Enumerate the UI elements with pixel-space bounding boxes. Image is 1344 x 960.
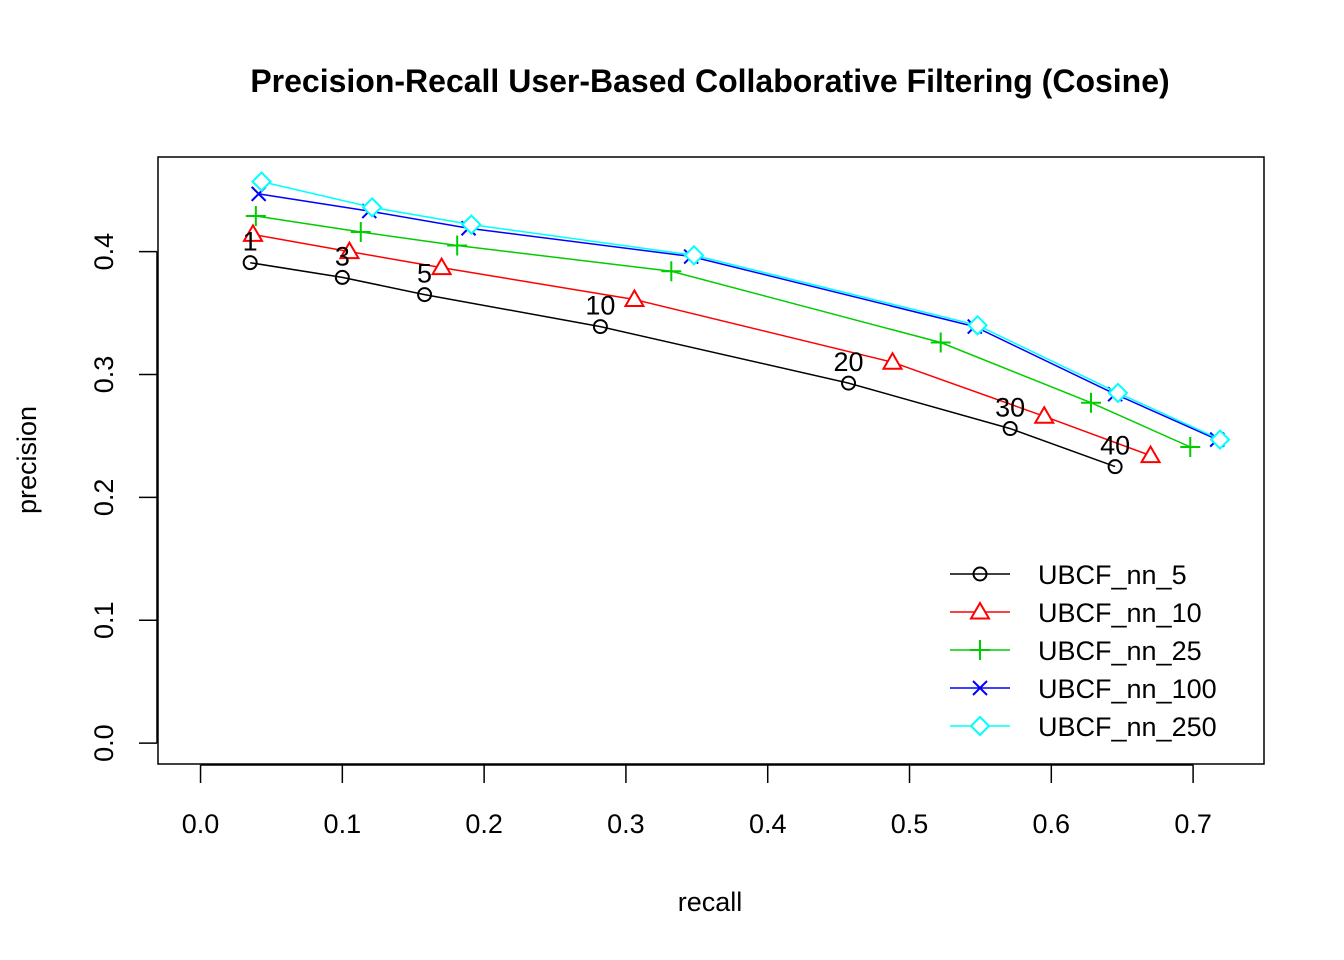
data-point: [967, 314, 988, 336]
plot-frame: [157, 156, 1265, 765]
legend-marker: [972, 566, 988, 582]
point-annotation: 40: [1100, 431, 1130, 461]
point-annotation: 20: [834, 347, 864, 377]
legend-label: UBCF_nn_10: [1038, 598, 1202, 628]
data-point: [623, 288, 646, 308]
y-tick-label: 0.1: [89, 601, 119, 639]
data-point: [460, 214, 482, 235]
data-point: [1209, 429, 1231, 451]
x-tick-label: 0.2: [465, 809, 503, 839]
y-tick-label: 0.0: [89, 724, 119, 762]
x-tick-label: 0.7: [1174, 809, 1212, 839]
x-axis: 0.0 0.1 0.2 0.3 0.4 0.5 0.6 0.7: [182, 764, 1212, 839]
x-axis-label: recall: [678, 887, 743, 917]
series-line: [261, 180, 1221, 441]
y-axis-label: precision: [12, 406, 42, 514]
data-point: [683, 244, 705, 266]
legend-marker: [969, 715, 991, 737]
data-point: [1002, 421, 1018, 437]
x-tick-label: 0.6: [1033, 809, 1071, 839]
chart-title: Precision-Recall User-Based Collaborativ…: [250, 63, 1169, 99]
data-point: [930, 332, 951, 353]
x-tick-label: 0.4: [749, 809, 787, 839]
data-point: [361, 196, 383, 218]
legend-marker: [970, 640, 990, 660]
legend-label: UBCF_nn_5: [1038, 560, 1187, 590]
series-line: [258, 193, 1218, 441]
y-axis: 0.0 0.1 0.2 0.3 0.4: [89, 233, 158, 762]
data-point: [350, 221, 371, 242]
legend-label: UBCF_nn_250: [1038, 712, 1217, 742]
data-point: [242, 255, 258, 271]
series-line: [255, 215, 1191, 448]
data-point: [1180, 436, 1201, 457]
point-annotation: 5: [417, 259, 432, 289]
legend-label: UBCF_nn_25: [1038, 636, 1202, 666]
data-point: [447, 235, 468, 256]
point-annotation: 3: [335, 241, 350, 271]
y-tick-label: 0.4: [89, 233, 119, 271]
data-point: [841, 375, 857, 391]
legend-entry: UBCF_nn_25: [950, 636, 1202, 666]
data-point: [334, 269, 350, 285]
data-point: [430, 256, 453, 276]
legend-entry: UBCF_nn_10: [950, 598, 1202, 628]
data-point: [338, 240, 361, 260]
x-tick-label: 0.3: [607, 809, 645, 839]
data-point: [661, 261, 682, 282]
series-UBCF_nn_10: [242, 223, 1162, 464]
legend-entry: UBCF_nn_5: [950, 560, 1187, 590]
data-point: [417, 287, 433, 303]
x-tick-label: 0.0: [182, 809, 220, 839]
point-annotation: 1: [243, 227, 258, 257]
series-UBCF_nn_250: [251, 171, 1231, 451]
x-tick-label: 0.5: [891, 809, 929, 839]
point-annotation: 10: [585, 291, 615, 321]
series-line: [250, 261, 1116, 468]
point-annotation: 30: [995, 393, 1025, 423]
legend: UBCF_nn_5 UBCF_nn_10 UBCF_nn_25 UBCF_nn_100…: [950, 560, 1217, 742]
data-point: [1033, 405, 1055, 424]
data-point: [251, 171, 272, 192]
x-tick-label: 0.1: [324, 809, 362, 839]
legend-label: UBCF_nn_100: [1038, 674, 1217, 704]
legend-marker: [972, 680, 988, 696]
point-annotations: 1 3 5 10 20 30 40: [243, 227, 1130, 461]
y-tick-label: 0.2: [89, 479, 119, 517]
data-point: [592, 319, 608, 335]
legend-entry: UBCF_nn_100: [950, 674, 1217, 704]
series-UBCF_nn_100: [250, 186, 1225, 448]
data-point: [242, 223, 264, 242]
data-point: [1139, 444, 1162, 464]
data-point: [245, 205, 266, 226]
data-point: [1081, 392, 1102, 413]
series-layer: [242, 171, 1231, 475]
legend-marker: [969, 601, 991, 620]
y-tick-label: 0.3: [89, 356, 119, 394]
series-UBCF_nn_5: [242, 255, 1123, 475]
data-point: [1107, 382, 1129, 404]
series-UBCF_nn_25: [245, 205, 1201, 457]
legend-entry: UBCF_nn_250: [950, 712, 1217, 742]
data-point: [1107, 459, 1123, 475]
data-point: [881, 351, 904, 370]
